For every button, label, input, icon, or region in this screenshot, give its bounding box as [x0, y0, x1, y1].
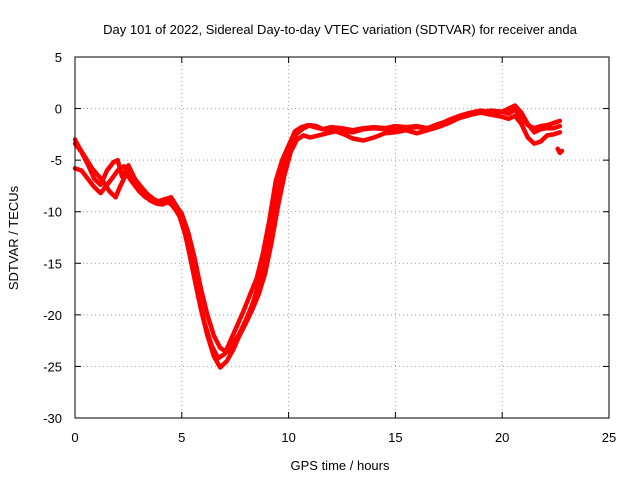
- x-tick-label: 10: [281, 430, 295, 445]
- y-tick-label: -25: [43, 359, 62, 374]
- x-axis-label: GPS time / hours: [291, 458, 390, 473]
- y-tick-label: -30: [43, 411, 62, 426]
- ticks: 0 5 10 15 20 25 5 0 -5 -10 -15 -20 -25 -30: [43, 50, 616, 445]
- series-layer: [72, 103, 565, 370]
- y-tick-label: -15: [43, 256, 62, 271]
- x-tick-label: 20: [495, 430, 509, 445]
- series-track-4: [555, 146, 565, 156]
- series-track-3: [72, 107, 563, 361]
- x-tick-label: 0: [71, 430, 78, 445]
- y-tick-label: -5: [50, 153, 62, 168]
- x-tick-label: 25: [602, 430, 616, 445]
- y-axis-label: SDTVAR / TECUs: [6, 185, 21, 290]
- y-tick-label: -20: [43, 308, 62, 323]
- grid: [75, 57, 609, 418]
- x-tick-label: 5: [178, 430, 185, 445]
- chart-title: Day 101 of 2022, Sidereal Day-to-day VTE…: [103, 22, 578, 37]
- y-tick-label: 5: [55, 50, 62, 65]
- x-tick-label: 15: [388, 430, 402, 445]
- plot-frame: [74, 56, 610, 419]
- y-tick-label: 0: [55, 102, 62, 117]
- y-tick-label: -10: [43, 205, 62, 220]
- series-track-2: [72, 110, 563, 370]
